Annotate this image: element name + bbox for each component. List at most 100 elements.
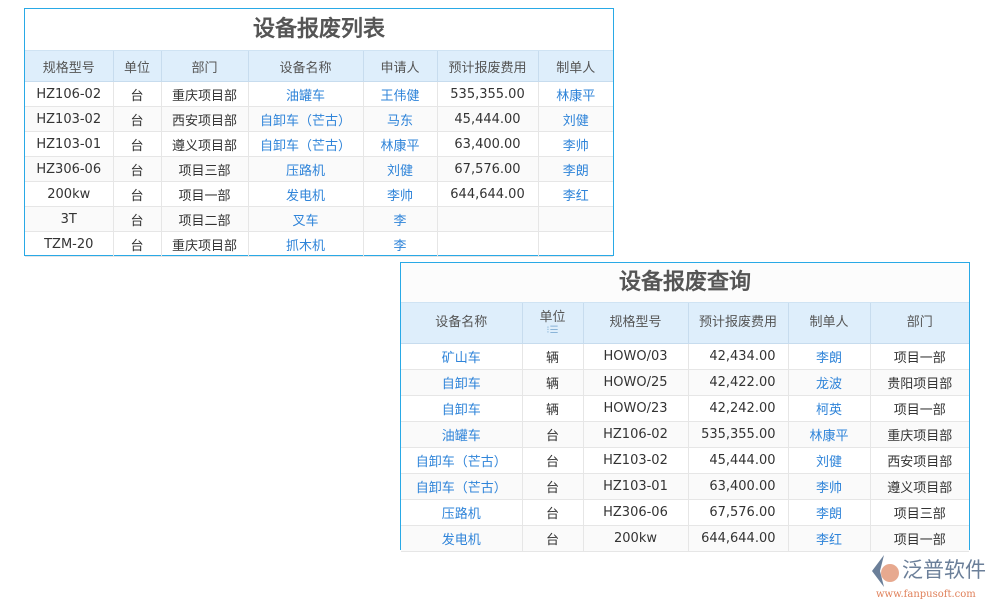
table-cell[interactable]: 刘健 — [787, 447, 871, 474]
table-cell[interactable]: 发电机 — [401, 525, 523, 552]
table-cell[interactable]: 抓木机 — [247, 231, 364, 257]
table-cell[interactable] — [537, 231, 613, 257]
table-cell: 项目一部 — [160, 181, 249, 207]
table-cell: 台 — [112, 131, 162, 157]
table-cell: 辆 — [521, 395, 584, 422]
column-header-label: 预计报废费用 — [448, 60, 527, 76]
equipment-scrap-list-panel: 设备报废列表 规格型号 单位 部门 设备名称 申请人 预计报废费用 制单人 HZ106-02 台… — [24, 8, 614, 257]
table-cell[interactable]: 李帅 — [787, 473, 871, 500]
table-cell[interactable]: 发电机 — [247, 181, 364, 207]
table-cell[interactable]: 马东 — [362, 106, 438, 132]
table-row[interactable]: 自卸车辆 HOWO/25 42,422.00 龙波 贵阳项目部 — [401, 369, 969, 396]
table-cell: HZ103-02 — [582, 447, 689, 474]
table-cell[interactable]: 刘健 — [362, 156, 438, 182]
table-cell[interactable]: 自卸车（芒古） — [401, 447, 523, 474]
table-cell[interactable]: 油罐车 — [401, 421, 523, 448]
table-row[interactable]: HZ103-01 台遵义项目部 自卸车（芒古） 林康平 63,400.00 李帅 — [25, 131, 613, 157]
table-cell: 台 — [112, 156, 162, 182]
table-row[interactable]: 发电机台 200kw 644,644.00 李红 项目一部 — [401, 525, 969, 552]
table-cell[interactable]: 自卸车（芒古） — [247, 106, 364, 132]
table-cell[interactable]: 李朗 — [787, 499, 871, 526]
table-cell: HZ106-02 — [582, 421, 689, 448]
column-header[interactable]: 单位 — [112, 51, 162, 82]
table-cell: HZ103-01 — [582, 473, 689, 500]
table-cell: HZ103-01 — [25, 131, 114, 157]
table-row[interactable]: 压路机台 HZ306-06 67,576.00 李朗 项目三部 — [401, 499, 969, 526]
table-cell[interactable]: 压路机 — [247, 156, 364, 182]
table-cell[interactable]: 王伟健 — [362, 81, 438, 107]
table-row[interactable]: 自卸车辆 HOWO/23 42,242.00 柯英 项目一部 — [401, 395, 969, 422]
table-cell[interactable]: 自卸车 — [401, 395, 523, 422]
column-header[interactable]: 预计报废费用 — [687, 303, 789, 344]
column-header[interactable]: 设备名称 — [401, 303, 523, 344]
column-header[interactable]: 部门 — [869, 303, 969, 344]
table-cell[interactable]: 林康平 — [362, 131, 438, 157]
svg-text:泛普软件: 泛普软件 — [902, 558, 986, 582]
column-header-label: 制单人 — [556, 60, 596, 76]
table-cell: 台 — [521, 447, 584, 474]
table-cell[interactable]: 自卸车（芒古） — [247, 131, 364, 157]
table-row[interactable]: HZ306-06 台项目三部 压路机 刘健 67,576.00 李朗 — [25, 156, 613, 182]
table-cell[interactable]: 李红 — [787, 525, 871, 552]
table-cell[interactable]: 矿山车 — [401, 343, 523, 370]
table-cell: 644,644.00 — [436, 181, 539, 207]
table-cell[interactable]: 龙波 — [787, 369, 871, 396]
table-cell[interactable]: 自卸车 — [401, 369, 523, 396]
table-row[interactable]: 油罐车台 HZ106-02 535,355.00 林康平 重庆项目部 — [401, 421, 969, 448]
table-cell: 项目一部 — [869, 395, 969, 422]
table-row[interactable]: 200kw 台项目一部 发电机 李帅 644,644.00 李红 — [25, 181, 613, 207]
column-header[interactable]: 单位 ⁝☰ — [521, 303, 584, 344]
table-cell: 台 — [112, 206, 162, 232]
table-cell[interactable]: 李帅 — [362, 181, 438, 207]
table-cell: HZ306-06 — [25, 156, 114, 182]
column-header[interactable]: 部门 — [160, 51, 249, 82]
column-header[interactable]: 申请人 — [362, 51, 438, 82]
table-cell[interactable] — [537, 206, 613, 232]
column-header[interactable]: 制单人 — [537, 51, 613, 82]
table-cell[interactable]: 压路机 — [401, 499, 523, 526]
table-cell[interactable]: 李朗 — [787, 343, 871, 370]
table-row[interactable]: HZ106-02 台重庆项目部 油罐车 王伟健 535,355.00 林康平 — [25, 81, 613, 107]
table-cell — [436, 231, 539, 257]
column-header[interactable]: 规格型号 — [582, 303, 689, 344]
table-row[interactable]: 矿山车辆 HOWO/03 42,434.00 李朗 项目一部 — [401, 343, 969, 370]
column-header-label: 设备名称 — [435, 315, 488, 330]
table-cell[interactable]: 林康平 — [787, 421, 871, 448]
table-cell: 项目三部 — [869, 499, 969, 526]
table-cell: 台 — [521, 473, 584, 500]
table-cell[interactable]: 油罐车 — [247, 81, 364, 107]
table-cell: 台 — [521, 525, 584, 552]
table-cell[interactable]: 柯英 — [787, 395, 871, 422]
table-cell[interactable]: 李 — [362, 231, 438, 257]
table-cell[interactable]: 自卸车（芒古） — [401, 473, 523, 500]
table-cell: HZ106-02 — [25, 81, 114, 107]
table-row[interactable]: 自卸车（芒古）台 HZ103-02 45,444.00 刘健 西安项目部 — [401, 447, 969, 474]
table-cell[interactable]: 李红 — [537, 181, 613, 207]
column-header[interactable]: 规格型号 — [25, 51, 114, 82]
table-cell — [436, 206, 539, 232]
table-cell: 台 — [521, 499, 584, 526]
table-cell[interactable]: 林康平 — [537, 81, 613, 107]
table-cell: 西安项目部 — [869, 447, 969, 474]
column-header[interactable]: 预计报废费用 — [436, 51, 539, 82]
column-header-label: 设备名称 — [279, 60, 332, 76]
sort-icon[interactable]: ⁝☰ — [546, 324, 559, 336]
table-row[interactable]: 3T 台项目二部 叉车李 — [25, 206, 613, 232]
table-row[interactable]: HZ103-02 台西安项目部 自卸车（芒古） 马东 45,444.00 刘健 — [25, 106, 613, 132]
table-cell[interactable]: 叉车 — [247, 206, 364, 232]
table-row[interactable]: TZM-20 台重庆项目部 抓木机李 — [25, 231, 613, 257]
table-cell[interactable]: 李帅 — [537, 131, 613, 157]
table-cell: 辆 — [521, 343, 584, 370]
table-cell[interactable]: 刘健 — [537, 106, 613, 132]
table-cell[interactable]: 李朗 — [537, 156, 613, 182]
table-row[interactable]: 自卸车（芒古）台 HZ103-01 63,400.00 李帅 遵义项目部 — [401, 473, 969, 500]
query-table: 设备名称 单位 ⁝☰ 规格型号 预计报废费用 制单人 部门 矿山车辆 HOWO/03 42,434… — [401, 303, 969, 552]
table-cell: 644,644.00 — [687, 525, 789, 552]
table-cell[interactable]: 李 — [362, 206, 438, 232]
column-header[interactable]: 设备名称 — [247, 51, 364, 82]
column-header[interactable]: 制单人 — [787, 303, 871, 344]
list-title: 设备报废列表 — [25, 9, 613, 51]
table-cell: 535,355.00 — [687, 421, 789, 448]
table-cell: 63,400.00 — [436, 131, 539, 157]
table-cell: HOWO/23 — [582, 395, 689, 422]
